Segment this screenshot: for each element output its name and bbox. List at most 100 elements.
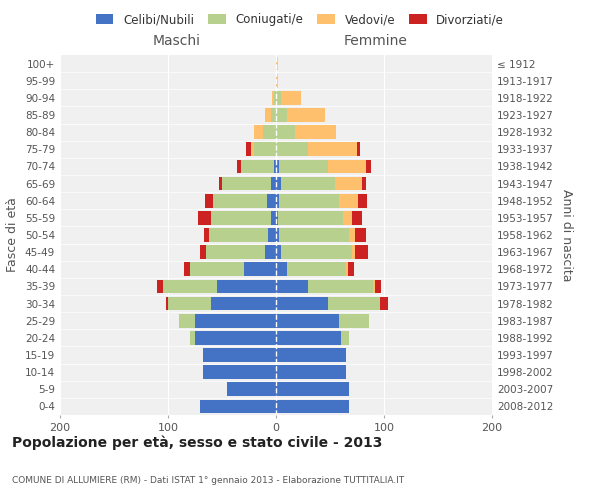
Bar xyxy=(328,296,380,310)
Bar xyxy=(211,211,271,224)
Bar xyxy=(198,211,211,224)
Bar xyxy=(281,176,335,190)
Bar xyxy=(358,194,367,207)
Bar xyxy=(373,280,376,293)
Bar xyxy=(349,228,355,242)
Bar xyxy=(276,126,295,139)
Legend: Celibi/Nubili, Coniugati/e, Vedovi/e, Divorziati/e: Celibi/Nubili, Coniugati/e, Vedovi/e, Di… xyxy=(91,8,509,31)
Bar xyxy=(281,91,301,104)
Bar xyxy=(376,280,381,293)
Bar xyxy=(268,194,276,207)
Y-axis label: Anni di nascita: Anni di nascita xyxy=(560,188,573,281)
Bar xyxy=(227,382,276,396)
Bar xyxy=(279,160,328,173)
Bar xyxy=(205,194,214,207)
Bar xyxy=(271,176,276,190)
Bar xyxy=(279,194,338,207)
Bar xyxy=(276,74,278,88)
Bar xyxy=(276,246,281,259)
Bar xyxy=(276,176,281,190)
Bar xyxy=(276,280,308,293)
Bar xyxy=(241,160,274,173)
Text: COMUNE DI ALLUMIERE (RM) - Dati ISTAT 1° gennaio 2013 - Elaborazione TUTTITALIA.: COMUNE DI ALLUMIERE (RM) - Dati ISTAT 1°… xyxy=(12,476,404,485)
Bar xyxy=(276,366,346,379)
Bar xyxy=(166,296,168,310)
Bar xyxy=(343,211,352,224)
Bar xyxy=(335,176,362,190)
Bar xyxy=(287,108,325,122)
Bar xyxy=(254,142,276,156)
Bar xyxy=(157,280,163,293)
Bar xyxy=(287,262,346,276)
Bar xyxy=(276,108,287,122)
Bar xyxy=(276,331,341,344)
Text: Femmine: Femmine xyxy=(343,34,407,48)
Bar xyxy=(163,280,217,293)
Bar xyxy=(219,176,222,190)
Bar xyxy=(195,314,276,328)
Bar xyxy=(338,314,369,328)
Bar xyxy=(362,176,365,190)
Bar xyxy=(276,296,328,310)
Bar xyxy=(352,211,362,224)
Bar xyxy=(276,382,349,396)
Bar xyxy=(214,194,268,207)
Bar xyxy=(278,211,343,224)
Bar xyxy=(222,176,271,190)
Bar xyxy=(276,91,281,104)
Bar xyxy=(195,331,276,344)
Bar xyxy=(338,194,358,207)
Bar xyxy=(276,400,349,413)
Bar xyxy=(341,331,349,344)
Bar xyxy=(203,228,209,242)
Bar xyxy=(308,280,373,293)
Bar xyxy=(271,108,276,122)
Bar xyxy=(206,246,265,259)
Bar xyxy=(263,126,276,139)
Bar xyxy=(365,160,371,173)
Bar xyxy=(295,126,337,139)
Bar xyxy=(328,160,365,173)
Bar xyxy=(349,262,354,276)
Bar xyxy=(276,348,346,362)
Bar xyxy=(308,142,357,156)
Bar xyxy=(203,348,276,362)
Bar xyxy=(168,296,211,310)
Bar xyxy=(246,142,251,156)
Bar xyxy=(237,160,241,173)
Bar xyxy=(355,246,368,259)
Bar xyxy=(200,400,276,413)
Bar xyxy=(217,280,276,293)
Bar xyxy=(190,331,195,344)
Bar xyxy=(254,126,263,139)
Y-axis label: Fasce di età: Fasce di età xyxy=(7,198,19,272)
Bar xyxy=(203,366,276,379)
Bar xyxy=(276,262,287,276)
Text: Popolazione per età, sesso e stato civile - 2013: Popolazione per età, sesso e stato civil… xyxy=(12,436,382,450)
Bar xyxy=(200,246,206,259)
Bar xyxy=(276,160,279,173)
Bar xyxy=(265,108,271,122)
Bar xyxy=(276,314,338,328)
Bar xyxy=(274,160,276,173)
Bar xyxy=(184,262,190,276)
Bar xyxy=(251,142,254,156)
Bar xyxy=(276,228,279,242)
Bar xyxy=(276,56,278,70)
Bar xyxy=(268,228,276,242)
Bar xyxy=(271,211,276,224)
Bar xyxy=(190,262,244,276)
Bar xyxy=(276,194,279,207)
Text: Maschi: Maschi xyxy=(152,34,200,48)
Bar xyxy=(346,262,349,276)
Bar xyxy=(272,91,274,104)
Bar xyxy=(179,314,195,328)
Bar xyxy=(281,246,352,259)
Bar xyxy=(265,246,276,259)
Bar xyxy=(355,228,365,242)
Bar xyxy=(274,91,276,104)
Bar xyxy=(211,296,276,310)
Bar xyxy=(279,228,349,242)
Bar xyxy=(357,142,360,156)
Bar xyxy=(352,246,355,259)
